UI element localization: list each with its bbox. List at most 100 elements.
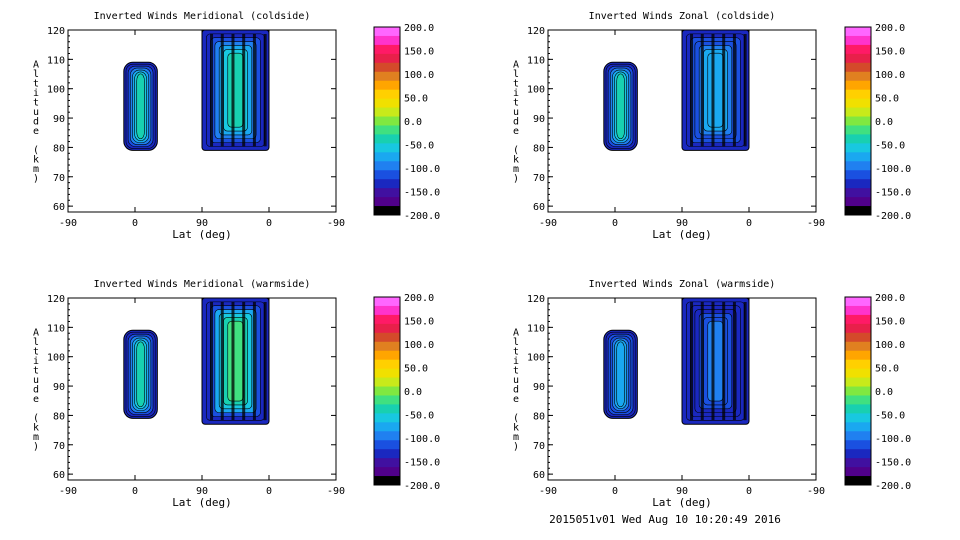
contour-line [722, 302, 726, 421]
colorbar-swatch [374, 476, 400, 486]
y-axis-label-char: e [513, 394, 519, 405]
colorbar-swatch [374, 197, 400, 207]
contour-line [210, 34, 214, 147]
y-axis-label-char: e [33, 126, 39, 137]
y-axis-label-char: k [33, 154, 39, 165]
colorbar-tick-label: 200.0 [404, 23, 434, 34]
y-tick-label: 110 [47, 323, 65, 334]
y-tick-label: 60 [533, 202, 545, 213]
contour-line [700, 302, 704, 421]
colorbar-swatch [374, 80, 400, 91]
colorbar-swatch [845, 161, 871, 171]
colorbar-swatch [845, 359, 871, 370]
colorbar-swatch [845, 35, 871, 46]
y-axis-label-char: ) [513, 441, 519, 452]
colorbar-swatch [374, 350, 400, 361]
colorbar-swatch [374, 431, 400, 441]
contour-region [123, 61, 158, 151]
contour-band [136, 341, 145, 408]
colorbar-swatch [374, 107, 400, 118]
y-tick-label: 70 [53, 173, 65, 184]
y-tick-label: 80 [53, 411, 65, 422]
colorbar-frame [844, 296, 872, 486]
y-tick-label: 100 [47, 353, 65, 364]
y-axis-label-char: i [33, 356, 39, 367]
y-tick-label: 120 [47, 294, 65, 305]
x-tick-label: 0 [266, 218, 272, 229]
y-axis-label-char: t [513, 97, 519, 108]
contour-line [690, 34, 694, 147]
colorbar-swatch [374, 179, 400, 189]
colorbar-tick-label: 200.0 [875, 293, 905, 304]
colorbar-swatch [845, 98, 871, 109]
y-axis-label-char: A [513, 59, 519, 70]
y-axis-label-char: m [513, 164, 519, 175]
colorbar-swatch [845, 449, 871, 459]
colorbar-swatch [845, 422, 871, 432]
y-axis-label-char: t [33, 365, 39, 376]
colorbar-swatch [374, 116, 400, 126]
x-axis-label: Lat (deg) [172, 496, 232, 509]
x-tick-label: 90 [676, 486, 688, 497]
x-tick-label: 0 [612, 218, 618, 229]
contour-line [711, 34, 715, 147]
colorbar-swatch [845, 27, 871, 37]
colorbar-tick-label: 100.0 [875, 340, 905, 351]
y-axis-label-char: l [513, 69, 519, 80]
colorbar-swatch [374, 206, 400, 216]
colorbar-tick-label: 100.0 [875, 70, 905, 81]
x-tick-label: -90 [327, 486, 345, 497]
colorbar-tick-label: -200.0 [875, 481, 911, 492]
colorbar-tick-label: -50.0 [404, 411, 434, 422]
contour-line [700, 34, 704, 147]
contour-band [616, 341, 625, 408]
contour-region [201, 30, 270, 151]
contour-line [722, 34, 726, 147]
x-tick-label: 0 [266, 486, 272, 497]
colorbar-swatch [845, 297, 871, 307]
y-tick-label: 110 [527, 55, 545, 66]
y-tick-label: 120 [47, 26, 65, 37]
y-axis-label-char: d [513, 116, 519, 127]
colorbar-tick-label: -150.0 [404, 458, 440, 469]
colorbar-swatch [374, 341, 400, 352]
x-tick-label: -90 [327, 218, 345, 229]
colorbar-swatch [845, 71, 871, 82]
y-axis-label-char: k [513, 422, 519, 433]
colorbar-tick-label: 200.0 [875, 23, 905, 34]
colorbar-swatch [845, 386, 871, 396]
y-axis-label-char: l [33, 337, 39, 348]
y-tick-label: 110 [47, 55, 65, 66]
contour-line [242, 302, 246, 421]
colorbar-swatch [374, 305, 400, 316]
y-tick-label: 60 [533, 470, 545, 481]
colorbar-tick-label: -100.0 [875, 434, 911, 445]
colorbar-swatch [374, 449, 400, 459]
y-tick-label: 90 [53, 382, 65, 393]
y-axis-label-char: t [33, 78, 39, 89]
contour-band [707, 320, 724, 402]
colorbar-tick-label: -150.0 [404, 188, 440, 199]
colorbar-tick-label: -200.0 [875, 211, 911, 222]
colorbar-swatch [374, 71, 400, 82]
contour-line [743, 302, 747, 421]
chart-title: Inverted Winds Meridional (warmside) [94, 279, 311, 290]
colorbar-swatch [374, 89, 400, 100]
x-tick-label: 0 [132, 486, 138, 497]
y-axis-label-char: t [513, 78, 519, 89]
colorbar-tick-label: -50.0 [404, 141, 434, 152]
colorbar-tick-label: -100.0 [875, 164, 911, 175]
y-axis-label-char: t [513, 346, 519, 357]
x-tick-label: -90 [59, 218, 77, 229]
y-axis-label-char: ) [33, 441, 39, 452]
y-axis-label-char: A [513, 327, 519, 338]
colorbar-swatch [845, 431, 871, 441]
y-axis-label-char: u [33, 375, 39, 386]
y-axis-label-char: t [33, 346, 39, 357]
footer-timestamp: 2015051v01 Wed Aug 10 10:20:49 2016 [549, 513, 781, 526]
y-axis-label-char: ( [33, 145, 39, 156]
colorbar-swatch [374, 386, 400, 396]
y-tick-label: 100 [527, 85, 545, 96]
y-axis-label-char: ( [513, 145, 519, 156]
